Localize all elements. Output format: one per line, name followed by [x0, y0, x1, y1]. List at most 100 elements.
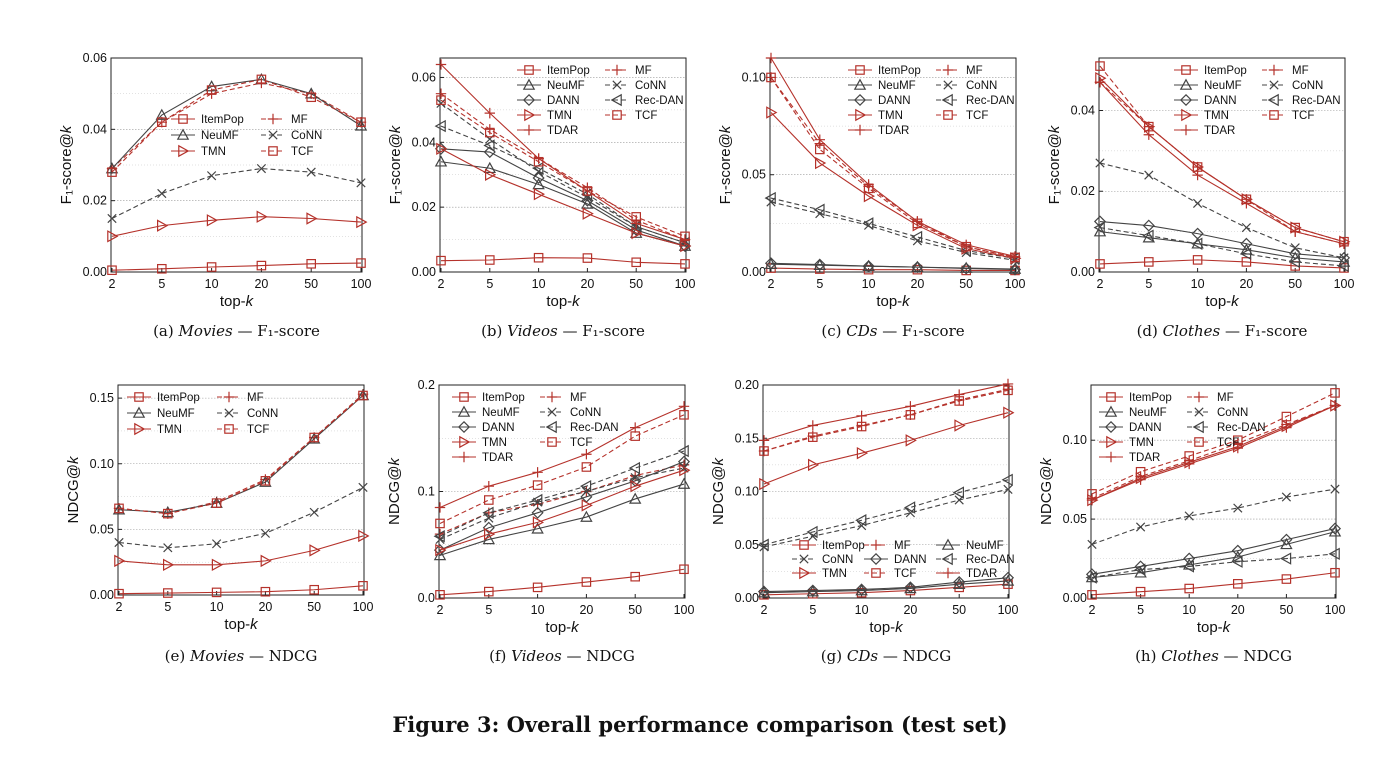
point-conn — [211, 539, 222, 549]
legend-label: MF — [247, 392, 264, 404]
point-conn — [358, 482, 368, 492]
legend-label: MF — [1292, 65, 1309, 77]
point-itempop — [582, 253, 593, 263]
legend-label: ItemPop — [547, 65, 590, 77]
legend-marker — [268, 130, 278, 140]
series-line-tmn — [440, 148, 686, 247]
point-rec-dan — [1191, 237, 1203, 250]
series-line-tmn — [439, 469, 685, 551]
point-tdar — [1086, 494, 1098, 506]
legend-marker — [1106, 435, 1118, 449]
legend-marker — [1193, 391, 1205, 403]
point-tmn — [814, 156, 827, 170]
point-tdar — [1232, 442, 1243, 454]
point-tmn — [256, 210, 268, 223]
point-rec-dan — [757, 538, 769, 551]
legend-marker — [223, 391, 235, 403]
point-itempop — [1087, 590, 1097, 600]
point-dann — [433, 544, 447, 557]
point-tdar — [758, 435, 770, 446]
x-tick-label: 10 — [862, 277, 876, 291]
legend: ItemPop MF NeuMF CoNN DANN Rec-DAN TMN TCF TDAR — [1099, 391, 1266, 464]
point-neumf — [307, 432, 321, 444]
legend-marker — [1104, 405, 1118, 417]
legend-label: CoNN — [822, 554, 853, 566]
x-tick-label: 5 — [164, 600, 171, 614]
legend-label: TDAR — [966, 568, 997, 580]
legend-marker — [268, 146, 278, 156]
legend-label: ItemPop — [201, 114, 244, 126]
point-tcf — [485, 127, 495, 138]
point-itempop — [1143, 257, 1154, 267]
legend-label: Rec-DAN — [635, 95, 684, 107]
point-rec-dan — [579, 479, 592, 493]
point-tmn — [260, 554, 272, 568]
series-line-rec-dan — [763, 479, 1009, 546]
point-rec-dan — [1142, 229, 1154, 242]
x-axis-label: top-k — [876, 293, 911, 310]
legend-label: TCF — [247, 424, 269, 436]
series-line-dann — [1099, 220, 1345, 259]
point-tmn — [679, 463, 691, 477]
x-tick-label: 50 — [959, 277, 973, 291]
legend-marker — [1192, 420, 1204, 434]
point-rec-dan — [903, 501, 916, 514]
legend-label: DANN — [1204, 95, 1237, 107]
point-rec-dan — [1182, 560, 1195, 573]
point-conn — [1003, 484, 1013, 494]
y-tick-label: 0.00 — [1071, 265, 1095, 279]
legend-marker — [132, 406, 146, 418]
y-tick-label: 0.00 — [735, 591, 759, 605]
legend-marker — [942, 64, 954, 76]
series-line-mf — [440, 93, 686, 241]
series-line-neumf — [111, 78, 362, 169]
point-tdar — [483, 480, 494, 492]
point-tcf — [766, 72, 776, 83]
legend-marker — [1181, 65, 1191, 75]
point-tcf — [759, 446, 769, 456]
y-axis-label: F₁-score@k — [717, 124, 734, 204]
point-tmn — [807, 458, 820, 472]
point-itempop — [206, 262, 217, 272]
series-line-conn — [1091, 488, 1336, 545]
point-conn — [206, 171, 217, 181]
point-tdar — [863, 179, 874, 190]
plot-frame — [1098, 57, 1346, 273]
legend-marker — [1194, 437, 1204, 447]
plot-frame — [1090, 384, 1337, 599]
point-conn — [484, 513, 494, 523]
y-tick-label: 0.00 — [742, 265, 766, 279]
legend: ItemPop MF NeuMF CoNN DANN Rec-DAN TMN TCF TDAR — [848, 64, 1015, 137]
legend-marker — [1179, 93, 1193, 107]
legend-marker — [612, 110, 622, 120]
series-line-mf — [439, 464, 685, 535]
point-itempop — [581, 577, 592, 587]
y-axis-label: NDCG@k — [386, 457, 403, 525]
legend: ItemPop MF NeuMF CoNN DANN Rec-DAN TMN TCF TDAR — [1174, 64, 1341, 137]
legend-marker — [523, 124, 535, 136]
legend-marker — [1269, 80, 1279, 90]
series-line-itempop — [1091, 572, 1336, 596]
x-tick-label: 20 — [580, 277, 594, 291]
legend-marker — [1179, 78, 1193, 90]
point-tdar — [435, 59, 447, 70]
legend-marker — [524, 108, 536, 122]
point-itempop — [107, 265, 117, 276]
chart-a: 0.00 0.02 0.04 0.06 2 5 10 20 50 100 top-k F₁-score… — [58, 51, 371, 340]
point-rec-dan — [1093, 221, 1105, 234]
series-line-tmn — [1091, 405, 1336, 501]
point-dann — [1008, 263, 1022, 276]
figure-caption: Figure 3: Overall performance comparison… — [392, 712, 1008, 737]
legend-marker — [610, 93, 622, 107]
series-line-neumf — [439, 483, 685, 556]
point-itempop — [1135, 586, 1146, 597]
series-line-conn — [440, 102, 686, 244]
x-tick-label: 100 — [351, 277, 372, 291]
legend-label: CoNN — [1217, 407, 1248, 419]
x-tick-label: 10 — [532, 277, 546, 291]
legend-marker — [134, 422, 146, 436]
series-line-tdar — [1091, 405, 1336, 501]
point-neumf — [1280, 537, 1293, 550]
legend-label: TDAR — [482, 452, 513, 464]
